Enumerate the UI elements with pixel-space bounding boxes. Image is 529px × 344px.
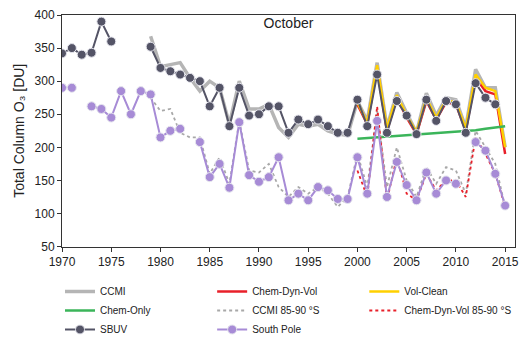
svg-text:South Pole: South Pole xyxy=(252,324,301,335)
svg-text:1985: 1985 xyxy=(196,255,223,269)
svg-text:50: 50 xyxy=(41,240,55,254)
svg-text:1990: 1990 xyxy=(246,255,273,269)
svg-text:October: October xyxy=(264,15,314,31)
svg-text:200: 200 xyxy=(35,141,55,155)
svg-text:2015: 2015 xyxy=(492,255,519,269)
svg-text:1980: 1980 xyxy=(147,255,174,269)
svg-text:1975: 1975 xyxy=(98,255,125,269)
svg-text:CCMI 85-90 °S: CCMI 85-90 °S xyxy=(252,305,320,316)
svg-text:SBUV: SBUV xyxy=(100,324,128,335)
svg-text:Total Column O₃ [DU]: Total Column O₃ [DU] xyxy=(11,64,27,198)
svg-text:Chem-Dyn-Vol 85-90 °S: Chem-Dyn-Vol 85-90 °S xyxy=(404,305,511,316)
svg-text:1970: 1970 xyxy=(49,255,76,269)
svg-text:CCMI: CCMI xyxy=(100,286,126,297)
svg-text:250: 250 xyxy=(35,107,55,121)
svg-text:2005: 2005 xyxy=(393,255,420,269)
svg-text:1995: 1995 xyxy=(295,255,322,269)
svg-text:100: 100 xyxy=(35,207,55,221)
svg-text:2000: 2000 xyxy=(344,255,371,269)
svg-text:300: 300 xyxy=(35,74,55,88)
svg-text:400: 400 xyxy=(35,8,55,22)
svg-text:2010: 2010 xyxy=(443,255,470,269)
svg-text:Chem-Dyn-Vol: Chem-Dyn-Vol xyxy=(252,286,317,297)
svg-text:Vol-Clean: Vol-Clean xyxy=(404,286,447,297)
svg-text:350: 350 xyxy=(35,41,55,55)
svg-text:Chem-Only: Chem-Only xyxy=(100,305,151,316)
svg-text:150: 150 xyxy=(35,174,55,188)
